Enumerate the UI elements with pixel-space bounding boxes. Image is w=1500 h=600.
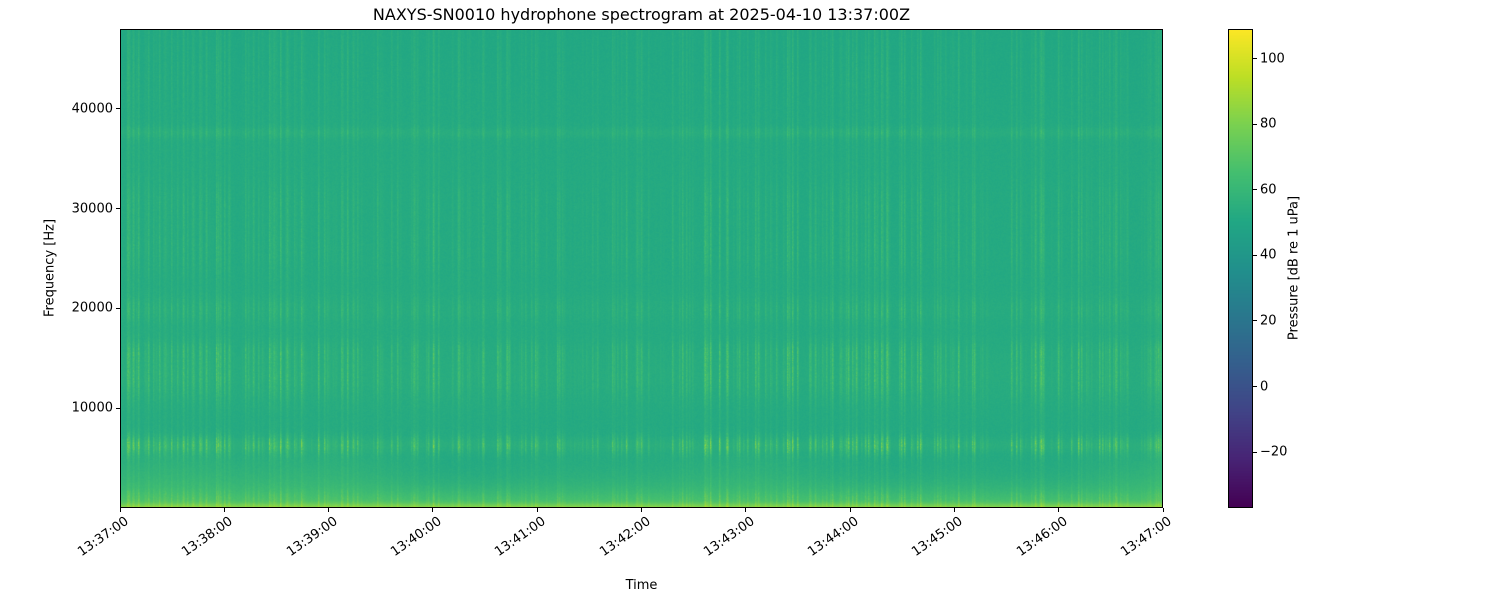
spectrogram-canvas: [120, 29, 1163, 508]
colorbar-tick-label: 20: [1260, 313, 1277, 329]
colorbar-tick-label: 40: [1260, 247, 1277, 263]
colorbar-tick-mark: [1253, 254, 1257, 256]
x-tick-label: 13:41:00: [492, 514, 549, 560]
colorbar-tick-label: 100: [1260, 51, 1285, 67]
y-tick-label: 20000: [71, 300, 113, 316]
y-tick-mark: [116, 108, 120, 110]
y-tick-mark: [116, 208, 120, 210]
x-tick-mark: [1058, 508, 1060, 512]
x-tick-mark: [1162, 508, 1164, 512]
x-tick-label: 13:37:00: [75, 514, 132, 560]
y-tick-mark: [116, 307, 120, 309]
x-tick-mark: [745, 508, 747, 512]
colorbar-tick-mark: [1253, 189, 1257, 191]
colorbar-tick-label: −20: [1260, 444, 1288, 460]
colorbar-tick-mark: [1253, 58, 1257, 60]
x-tick-mark: [432, 508, 434, 512]
colorbar-tick-mark: [1253, 123, 1257, 125]
x-tick-mark: [328, 508, 330, 512]
x-tick-label: 13:42:00: [596, 514, 654, 560]
colorbar-tick-label: 60: [1260, 182, 1277, 198]
x-axis-label: Time: [625, 578, 658, 593]
x-tick-mark: [849, 508, 851, 512]
plot-area: [120, 29, 1163, 508]
x-tick-mark: [536, 508, 538, 512]
colorbar-label: Pressure [dB re 1 uPa]: [1286, 195, 1302, 341]
colorbar-tick-mark: [1253, 320, 1257, 322]
x-tick-mark: [223, 508, 225, 512]
x-tick-label: 13:47:00: [1118, 514, 1175, 560]
colorbar-canvas: [1228, 29, 1253, 508]
x-tick-mark: [119, 508, 121, 512]
x-tick-label: 13:40:00: [388, 514, 445, 560]
x-tick-label: 13:44:00: [805, 514, 862, 560]
x-tick-label: 13:46:00: [1013, 514, 1071, 560]
y-axis-label: Frequency [Hz]: [42, 218, 58, 318]
x-tick-label: 13:45:00: [909, 514, 966, 560]
colorbar-tick-label: 80: [1260, 116, 1277, 132]
colorbar-tick-mark: [1253, 386, 1257, 388]
y-tick-mark: [116, 407, 120, 409]
y-tick-label: 40000: [71, 101, 113, 117]
x-tick-mark: [641, 508, 642, 512]
x-tick-label: 13:43:00: [700, 514, 758, 560]
chart-title: NAXYS-SN0010 hydrophone spectrogram at 2…: [372, 5, 911, 24]
colorbar-tick-label: 0: [1260, 379, 1269, 395]
y-tick-label: 30000: [71, 201, 113, 217]
colorbar: [1228, 29, 1253, 508]
y-tick-label: 10000: [71, 400, 113, 416]
x-tick-label: 13:39:00: [283, 514, 341, 560]
colorbar-tick-mark: [1253, 451, 1257, 453]
x-tick-label: 13:38:00: [179, 514, 236, 560]
x-tick-mark: [953, 508, 955, 512]
